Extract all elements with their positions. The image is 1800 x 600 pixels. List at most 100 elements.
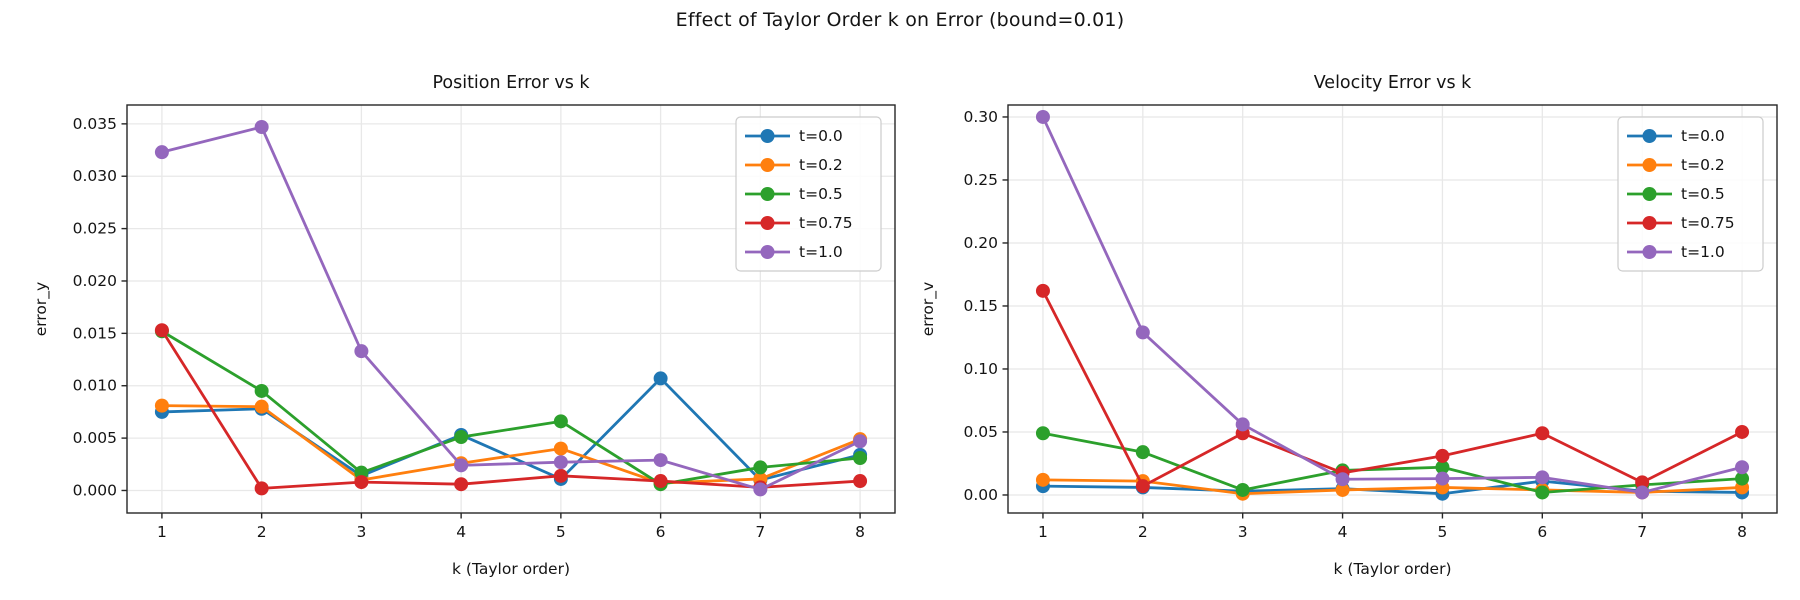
- x-tick-label: 6: [1537, 523, 1547, 541]
- x-tick-label: 2: [257, 523, 267, 541]
- data-point-t=1.0-k7: [753, 482, 768, 497]
- data-point-t=0.5-k7: [753, 460, 768, 475]
- data-point-t=1.0-k1: [1035, 109, 1050, 124]
- y-tick-label: 0.020: [73, 272, 117, 290]
- legend-label-t=0.0: t=0.0: [799, 127, 843, 145]
- data-point-t=0.75-k5: [1435, 448, 1450, 463]
- y-tick-label: 0.005: [73, 429, 117, 447]
- data-point-t=0.75-k8: [853, 474, 868, 489]
- data-point-t=0.5-k3: [1235, 482, 1250, 497]
- x-tick-label: 6: [656, 523, 666, 541]
- axes-spines: [126, 104, 896, 514]
- y-tick-label: 0.05: [963, 423, 998, 441]
- data-point-t=1.0-k3: [354, 344, 369, 359]
- legend-marker-t=1.0: [760, 245, 775, 259]
- x-tick-label: 7: [1637, 523, 1647, 541]
- x-tick-label: 5: [556, 523, 566, 541]
- data-point-t=0.75-k8: [1735, 424, 1750, 439]
- y-tick-label: 0.30: [963, 108, 998, 126]
- data-point-t=0.75-k2: [1135, 479, 1150, 494]
- legend-marker-t=0.0: [760, 129, 775, 143]
- data-point-t=0.5-k2: [254, 383, 269, 398]
- x-tick-label: 8: [1737, 523, 1747, 541]
- y-tick-label: 0.20: [963, 234, 998, 252]
- subplot-velocity: 1 2 3 4 5 6 7 8 0.00 0.05 0.10 0.15 0.20 0.25 0.30 k (T…: [919, 73, 1778, 578]
- data-point-t=0.0-k6: [653, 371, 668, 386]
- y-tick-label: 0.030: [73, 167, 117, 185]
- figure-suptitle: Effect of Taylor Order k on Error (bound…: [675, 9, 1125, 31]
- y-tick-label: 0.00: [963, 486, 998, 504]
- legend-marker-t=0.0: [1642, 129, 1657, 143]
- y-tick-label: 0.15: [963, 297, 998, 315]
- legend-marker-t=0.5: [760, 187, 775, 201]
- y-tick-label: 0.000: [73, 481, 117, 499]
- y-axis-label: error_y: [32, 282, 51, 336]
- data-point-t=1.0-k8: [853, 434, 868, 449]
- data-point-t=1.0-k4: [454, 458, 469, 473]
- data-point-t=0.75-k6: [1535, 426, 1550, 441]
- y-tick-label: 0.025: [73, 220, 117, 238]
- data-point-t=0.75-k7: [1635, 475, 1650, 490]
- legend: t=0.0 t=0.2 t=0.5 t=0.75 t=1.0: [1617, 116, 1764, 272]
- data-point-t=0.5-k6: [1535, 485, 1550, 500]
- subplot-position: 1 2 3 4 5 6 7 8 0.000 0.005 0.010 0.015 0.020 0.025 0.…: [32, 73, 896, 578]
- x-tick-label: 1: [157, 523, 167, 541]
- data-point-t=0.75-k1: [1035, 283, 1050, 298]
- data-point-t=1.0-k2: [254, 119, 269, 134]
- legend-marker-t=0.2: [1642, 158, 1657, 172]
- x-tick-label: 4: [456, 523, 466, 541]
- data-point-t=0.75-k4: [454, 477, 469, 492]
- x-tick-label: 1: [1038, 523, 1048, 541]
- legend-label-t=0.5: t=0.5: [1681, 185, 1725, 203]
- subplot-title: Position Error vs k: [432, 73, 590, 93]
- x-tick-label: 7: [755, 523, 765, 541]
- legend-label-t=0.75: t=0.75: [1681, 214, 1735, 232]
- data-point-t=0.5-k5: [1435, 460, 1450, 475]
- y-tick-label: 0.035: [73, 115, 117, 133]
- legend-label-t=0.75: t=0.75: [799, 214, 853, 232]
- legend-label-t=1.0: t=1.0: [1681, 243, 1725, 261]
- data-point-t=1.0-k4: [1335, 472, 1350, 487]
- x-tick-label: 4: [1338, 523, 1348, 541]
- data-point-t=0.2-k2: [254, 399, 269, 414]
- legend-marker-t=0.2: [760, 158, 775, 172]
- data-point-t=0.75-k2: [254, 481, 269, 496]
- data-point-t=0.5-k4: [454, 430, 469, 445]
- x-axis-label: k (Taylor order): [1334, 560, 1452, 578]
- series-line-t=0.75: [160, 328, 862, 490]
- data-point-t=1.0-k2: [1135, 325, 1150, 340]
- data-point-t=1.0-k5: [553, 455, 568, 470]
- data-point-t=0.5-k5: [553, 414, 568, 429]
- legend-label-t=0.2: t=0.2: [799, 156, 843, 174]
- series-line-t=1.0: [1041, 115, 1744, 494]
- legend-label-t=1.0: t=1.0: [799, 243, 843, 261]
- axes-spines: [1007, 104, 1778, 514]
- data-point-t=1.0-k1: [154, 145, 169, 160]
- data-point-t=0.5-k2: [1135, 445, 1150, 460]
- y-tick-label: 0.015: [73, 324, 117, 342]
- data-point-t=1.0-k3: [1235, 417, 1250, 432]
- series-line-t=0.75: [1041, 289, 1744, 488]
- series-line-t=1.0: [160, 125, 862, 491]
- data-point-t=0.2-k5: [553, 441, 568, 456]
- data-point-t=0.75-k3: [354, 475, 369, 490]
- y-tick-label: 0.10: [963, 360, 998, 378]
- data-point-t=1.0-k6: [1535, 470, 1550, 485]
- data-point-t=1.0-k8: [1735, 460, 1750, 475]
- legend: t=0.0 t=0.2 t=0.5 t=0.75 t=1.0: [735, 116, 882, 272]
- data-point-t=0.2-k1: [154, 398, 169, 413]
- y-tick-label: 0.010: [73, 377, 117, 395]
- legend-label-t=0.0: t=0.0: [1681, 127, 1725, 145]
- legend-marker-t=0.5: [1642, 187, 1657, 201]
- data-point-t=0.75-k5: [553, 468, 568, 483]
- y-tick-label: 0.25: [963, 171, 998, 189]
- legend-box: [1617, 116, 1764, 272]
- data-point-t=0.5-k8: [1735, 471, 1750, 486]
- data-point-t=1.0-k6: [653, 453, 668, 468]
- series-line-t=0.2: [1041, 478, 1744, 496]
- y-axis-label: error_v: [919, 282, 938, 336]
- data-point-t=1.0-k7: [1635, 485, 1650, 500]
- legend-marker-t=0.75: [760, 216, 775, 230]
- subplot-title: Velocity Error vs k: [1314, 73, 1472, 93]
